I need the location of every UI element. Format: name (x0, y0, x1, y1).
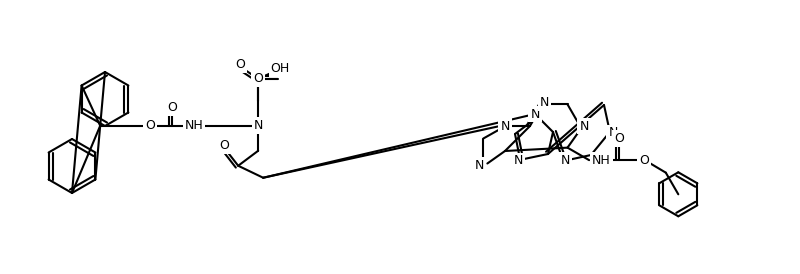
Text: O: O (219, 139, 229, 152)
Text: O: O (235, 58, 245, 71)
Text: N: N (560, 153, 570, 167)
Text: O: O (614, 132, 624, 145)
Text: NH: NH (185, 119, 203, 132)
Text: N: N (254, 119, 263, 132)
Text: N: N (579, 119, 589, 133)
Text: N: N (500, 119, 510, 133)
Text: N: N (608, 127, 618, 139)
Text: O: O (254, 72, 263, 85)
Text: O: O (167, 101, 177, 114)
Text: N: N (540, 96, 549, 109)
Text: OH: OH (270, 62, 290, 75)
Text: N: N (514, 155, 522, 167)
Text: O: O (639, 154, 649, 167)
Text: N: N (474, 159, 484, 172)
Text: N: N (530, 107, 540, 121)
Text: O: O (146, 119, 155, 132)
Text: NH: NH (592, 154, 611, 167)
